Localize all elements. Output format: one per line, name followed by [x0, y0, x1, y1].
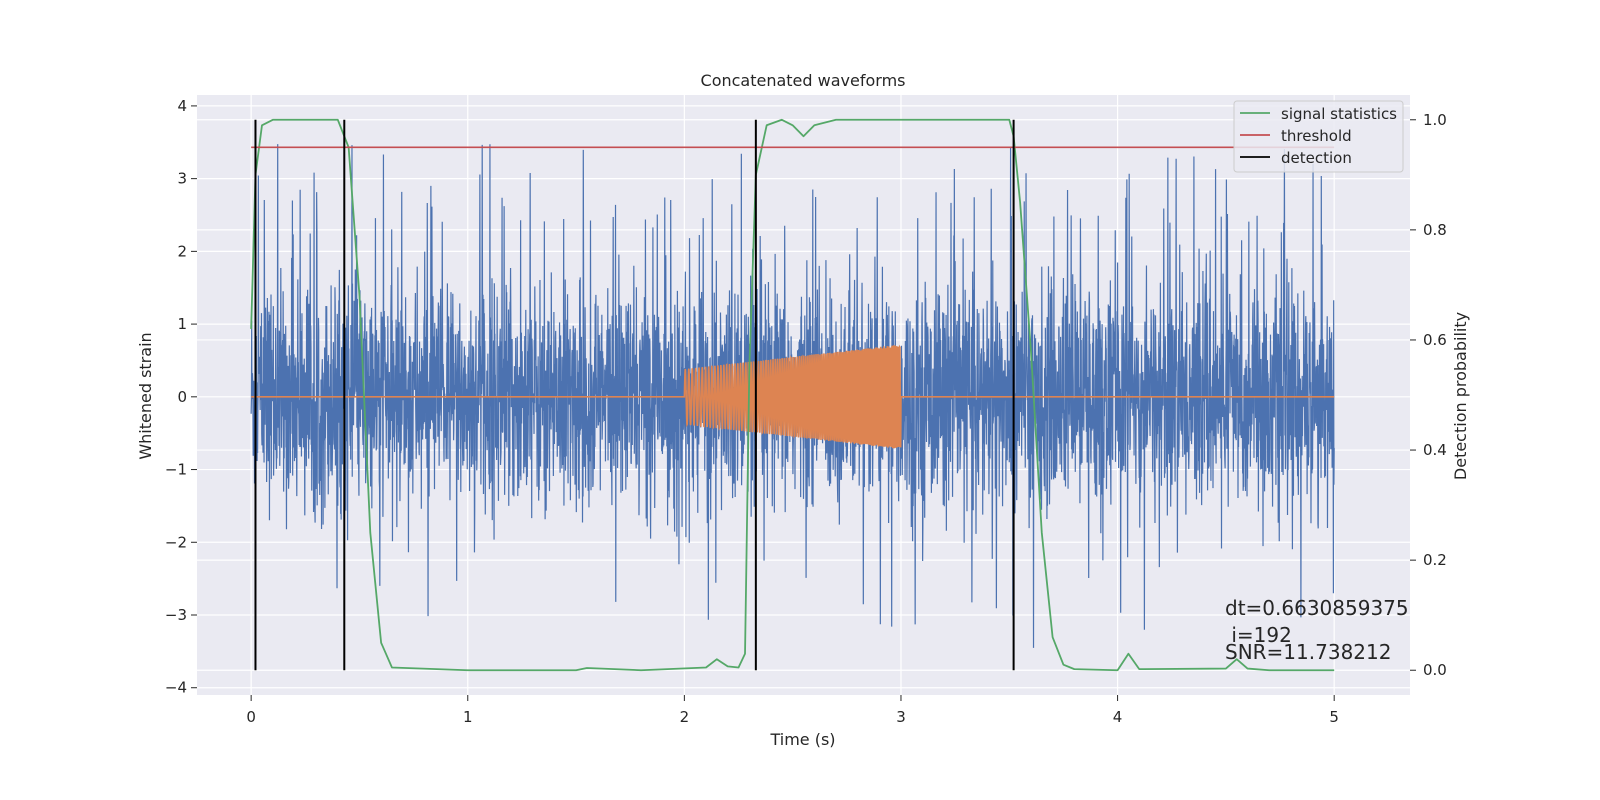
chart-title: Concatenated waveforms: [701, 71, 906, 90]
axis-ticks: 0 1 2 3 4 5 −4 −3 −2 −1 0 1 2 3 4 0.0 0.2 0.4 0.6 0.8 1.0: [165, 97, 1447, 726]
y-right-tick-label-4: 0.8: [1423, 221, 1447, 239]
x-tick-label-4: 4: [1113, 708, 1123, 726]
strain-series: [250, 144, 1335, 648]
x-tick-label-1: 1: [463, 708, 473, 726]
legend-label-signal-statistics: signal statistics: [1281, 105, 1397, 123]
legend-label-threshold: threshold: [1281, 127, 1352, 145]
legend-label-detection: detection: [1281, 149, 1352, 167]
x-tick-label-3: 3: [896, 708, 906, 726]
y-right-tick-label-1: 0.2: [1423, 551, 1447, 569]
y-right-tick-label-2: 0.4: [1423, 441, 1447, 459]
x-tick-label-5: 5: [1329, 708, 1339, 726]
y-tick-label--3: −3: [165, 606, 187, 624]
y-axis-right-label: Detection probability: [1451, 312, 1470, 480]
y-right-tick-label-3: 0.6: [1423, 331, 1447, 349]
x-tick-label-2: 2: [680, 708, 690, 726]
y-tick-label--4: −4: [165, 679, 187, 697]
y-right-tick-label-5: 1.0: [1423, 111, 1447, 129]
y-axis-label: Whitened strain: [136, 332, 155, 459]
annotation-index: i=192: [1225, 623, 1292, 647]
y-tick-label--2: −2: [165, 533, 187, 551]
legend: signal statistics threshold detection: [1233, 100, 1404, 173]
x-tick-label-0: 0: [246, 708, 256, 726]
annotation-snr: SNR=11.738212: [1225, 640, 1391, 664]
chirp-signal-line: [251, 344, 1335, 449]
y-tick-label-4: 4: [177, 97, 187, 115]
y-tick-label-0: 0: [177, 388, 187, 406]
y-tick-label-2: 2: [177, 242, 187, 260]
legend-box: [1233, 100, 1404, 173]
annotation-dt: dt=0.6630859375: [1225, 596, 1409, 620]
y-tick-label-1: 1: [177, 315, 187, 333]
y-tick-label--1: −1: [165, 461, 187, 479]
signal-statistics-line: [250, 118, 1335, 672]
x-axis-label: Time (s): [769, 730, 835, 749]
statistics-series: [250, 118, 1335, 672]
y-tick-label-3: 3: [177, 170, 187, 188]
y-right-tick-label-0: 0.0: [1423, 661, 1447, 679]
